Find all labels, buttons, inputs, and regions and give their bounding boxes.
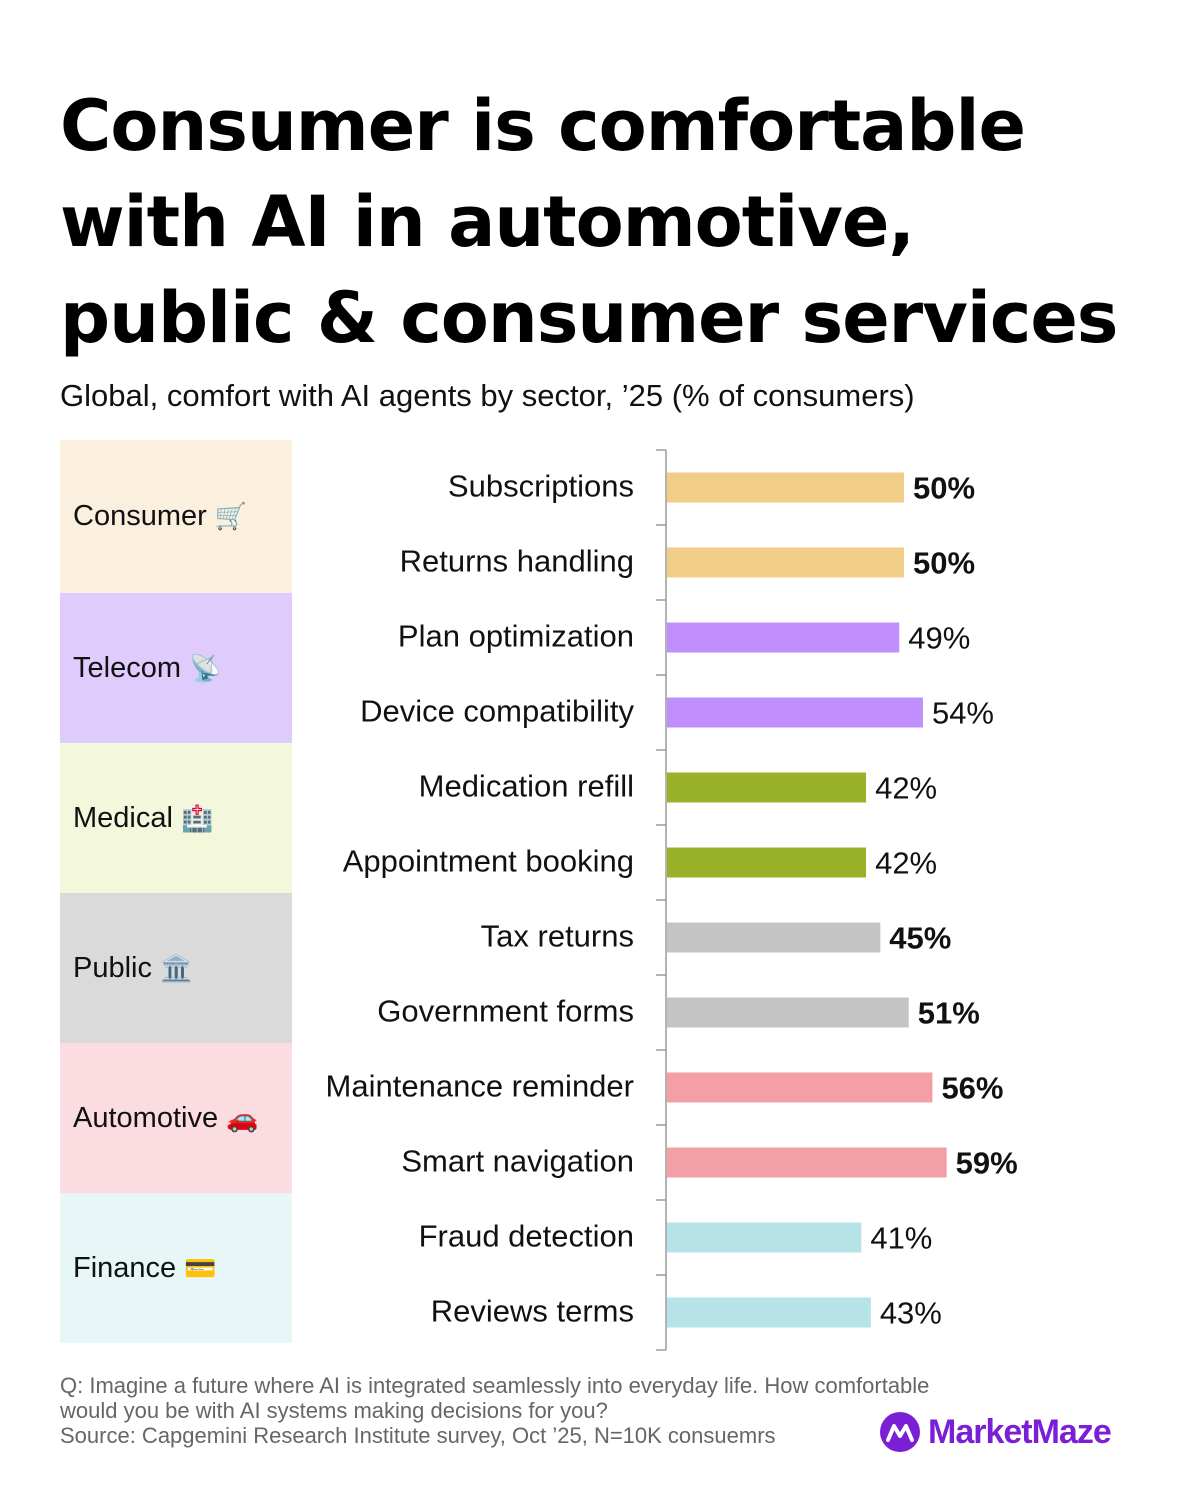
bar — [667, 547, 904, 578]
bar — [667, 772, 867, 803]
category-label: Device compatibility — [360, 694, 634, 729]
category-label: Fraud detection — [419, 1219, 634, 1254]
sector-label: Automotive 🚗 — [73, 1043, 258, 1193]
bar — [667, 847, 867, 878]
chart-title: Consumer is comfortable with AI in autom… — [60, 78, 1190, 366]
value-label: 41% — [870, 1221, 932, 1256]
bar — [667, 1147, 947, 1178]
bar — [667, 472, 904, 503]
bar — [667, 622, 900, 653]
category-label: Returns handling — [400, 544, 634, 579]
bar — [667, 1222, 862, 1253]
bar — [667, 697, 923, 728]
value-label: 50% — [913, 471, 975, 506]
category-label: Government forms — [377, 994, 634, 1029]
sector-name: Automotive — [73, 1101, 219, 1134]
bar — [667, 997, 909, 1028]
sector-name: Public — [73, 951, 152, 984]
footnote-question-line-2: would you be with AI systems making deci… — [60, 1398, 608, 1423]
finance-icon: 💳 — [184, 1252, 217, 1283]
value-label: 42% — [875, 771, 937, 806]
title-line-1: Consumer is comfortable — [60, 85, 1026, 167]
sector-band-medical: Medical 🏥 — [60, 743, 292, 893]
category-label: Appointment booking — [343, 844, 634, 879]
sector-name: Medical — [73, 801, 173, 834]
bar — [667, 1072, 933, 1103]
sector-label: Finance 💳 — [73, 1193, 217, 1343]
logo-m-icon — [880, 1412, 920, 1452]
footnote-question-line-1: Q: Imagine a future where AI is integrat… — [60, 1373, 930, 1398]
consumer-icon: 🛒 — [214, 501, 248, 531]
chart-subtitle: Global, comfort with AI agents by sector… — [60, 378, 915, 413]
sector-band-automotive: Automotive 🚗 — [60, 1043, 292, 1193]
brand-logo: MarketMaze — [880, 1412, 1112, 1452]
category-label: Medication refill — [419, 769, 634, 804]
category-label: Smart navigation — [401, 1144, 634, 1179]
category-label: Reviews terms — [431, 1294, 634, 1329]
sector-label: Telecom 📡 — [73, 593, 221, 743]
category-label: Subscriptions — [448, 469, 634, 504]
public-icon: 🏛️ — [160, 952, 193, 983]
footnote-source: Source: Capgemini Research Institute sur… — [60, 1423, 776, 1448]
sector-band-consumer: Consumer 🛒 — [60, 440, 292, 593]
sector-band-finance: Finance 💳 — [60, 1193, 292, 1343]
automotive-icon: 🚗 — [226, 1102, 259, 1133]
value-label: 42% — [875, 846, 937, 881]
value-label: 59% — [956, 1146, 1018, 1181]
sector-label: Public 🏛️ — [73, 893, 192, 1043]
bar — [667, 922, 881, 953]
sector-band-public: Public 🏛️ — [60, 893, 292, 1043]
sector-name: Finance — [73, 1251, 177, 1284]
footnote: Q: Imagine a future where AI is integrat… — [60, 1373, 1000, 1448]
sector-name: Telecom — [73, 651, 181, 684]
title-line-3: public & consumer services — [60, 277, 1118, 359]
value-label: 49% — [908, 621, 970, 656]
value-label: 51% — [918, 996, 980, 1031]
value-label: 54% — [932, 696, 994, 731]
medical-icon: 🏥 — [180, 802, 214, 833]
category-label: Plan optimization — [398, 619, 634, 654]
brand-name: MarketMaze — [928, 1412, 1112, 1451]
value-label: 43% — [880, 1296, 942, 1331]
sector-name: Consumer — [73, 500, 207, 532]
value-label: 50% — [913, 546, 975, 581]
value-label: 56% — [941, 1071, 1003, 1106]
sector-label: Medical 🏥 — [73, 743, 213, 893]
telecom-icon: 📡 — [189, 652, 222, 683]
sector-label: Consumer 🛒 — [73, 440, 247, 593]
value-label: 45% — [889, 921, 951, 956]
sector-band-telecom: Telecom 📡 — [60, 593, 292, 743]
bar — [667, 1297, 871, 1328]
title-line-2: with AI in automotive, — [60, 181, 915, 263]
category-label: Maintenance reminder — [326, 1069, 634, 1104]
category-label: Tax returns — [481, 919, 634, 954]
